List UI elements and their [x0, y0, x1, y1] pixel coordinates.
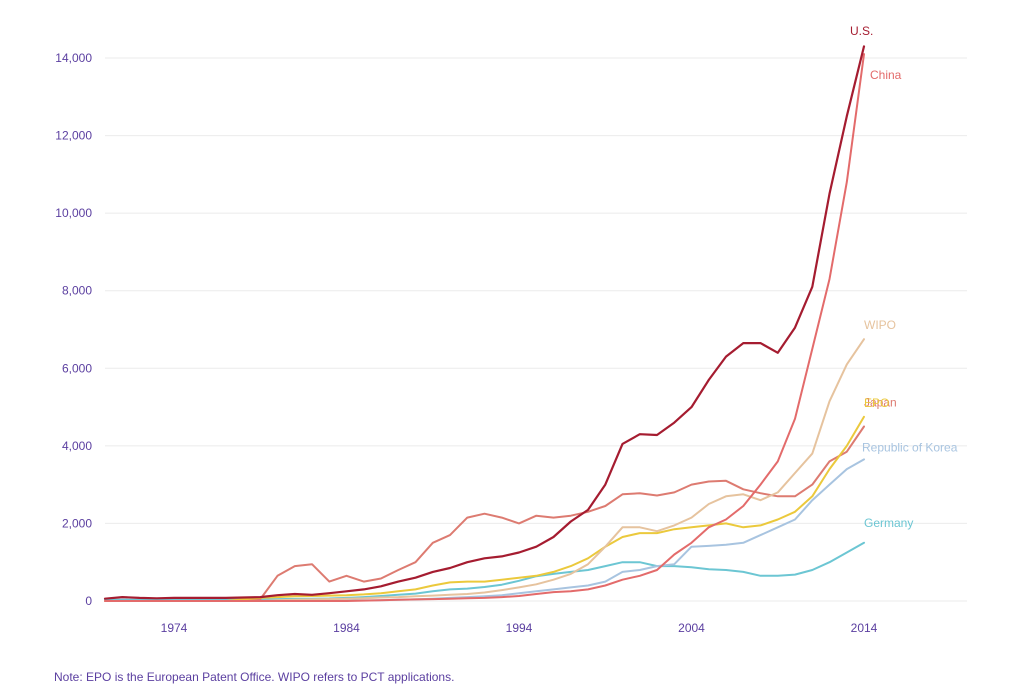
y-tick-label: 4,000: [62, 439, 92, 453]
y-tick-label: 0: [85, 594, 92, 608]
x-tick-label: 2004: [678, 621, 705, 635]
x-tick-label: 1994: [506, 621, 533, 635]
y-tick-label: 14,000: [55, 51, 92, 65]
y-tick-label: 12,000: [55, 129, 92, 143]
series-label: Japan: [864, 395, 897, 409]
series-label: WIPO: [864, 318, 896, 332]
line-chart: 0 2,000 4,000 6,000 8,000 10,000 12,000 14,000 1…: [55, 24, 967, 635]
y-tick-label: 6,000: [62, 361, 92, 375]
y-tick-label: 2,000: [62, 516, 92, 530]
x-tick-label: 2014: [851, 621, 878, 635]
series-label: Republic of Korea: [862, 440, 958, 454]
series-line-china: [104, 53, 865, 602]
x-tick-label: 1974: [161, 621, 188, 635]
series-line-wipo: [104, 338, 865, 602]
series-label: China: [870, 68, 902, 82]
series-line-republic-of-korea: [104, 458, 865, 602]
series-line-germany: [104, 541, 865, 601]
y-tick-label: 10,000: [55, 206, 92, 220]
chart-note: Note: EPO is the European Patent Office.…: [54, 670, 455, 684]
series-line-u-s-: [103, 45, 866, 600]
series-label: Germany: [864, 516, 913, 530]
series-label: U.S.: [850, 24, 873, 38]
series-line-japan: [104, 425, 865, 602]
series-label: EPO: [864, 396, 889, 410]
x-tick-label: 1984: [333, 621, 360, 635]
y-tick-label: 8,000: [62, 284, 92, 298]
